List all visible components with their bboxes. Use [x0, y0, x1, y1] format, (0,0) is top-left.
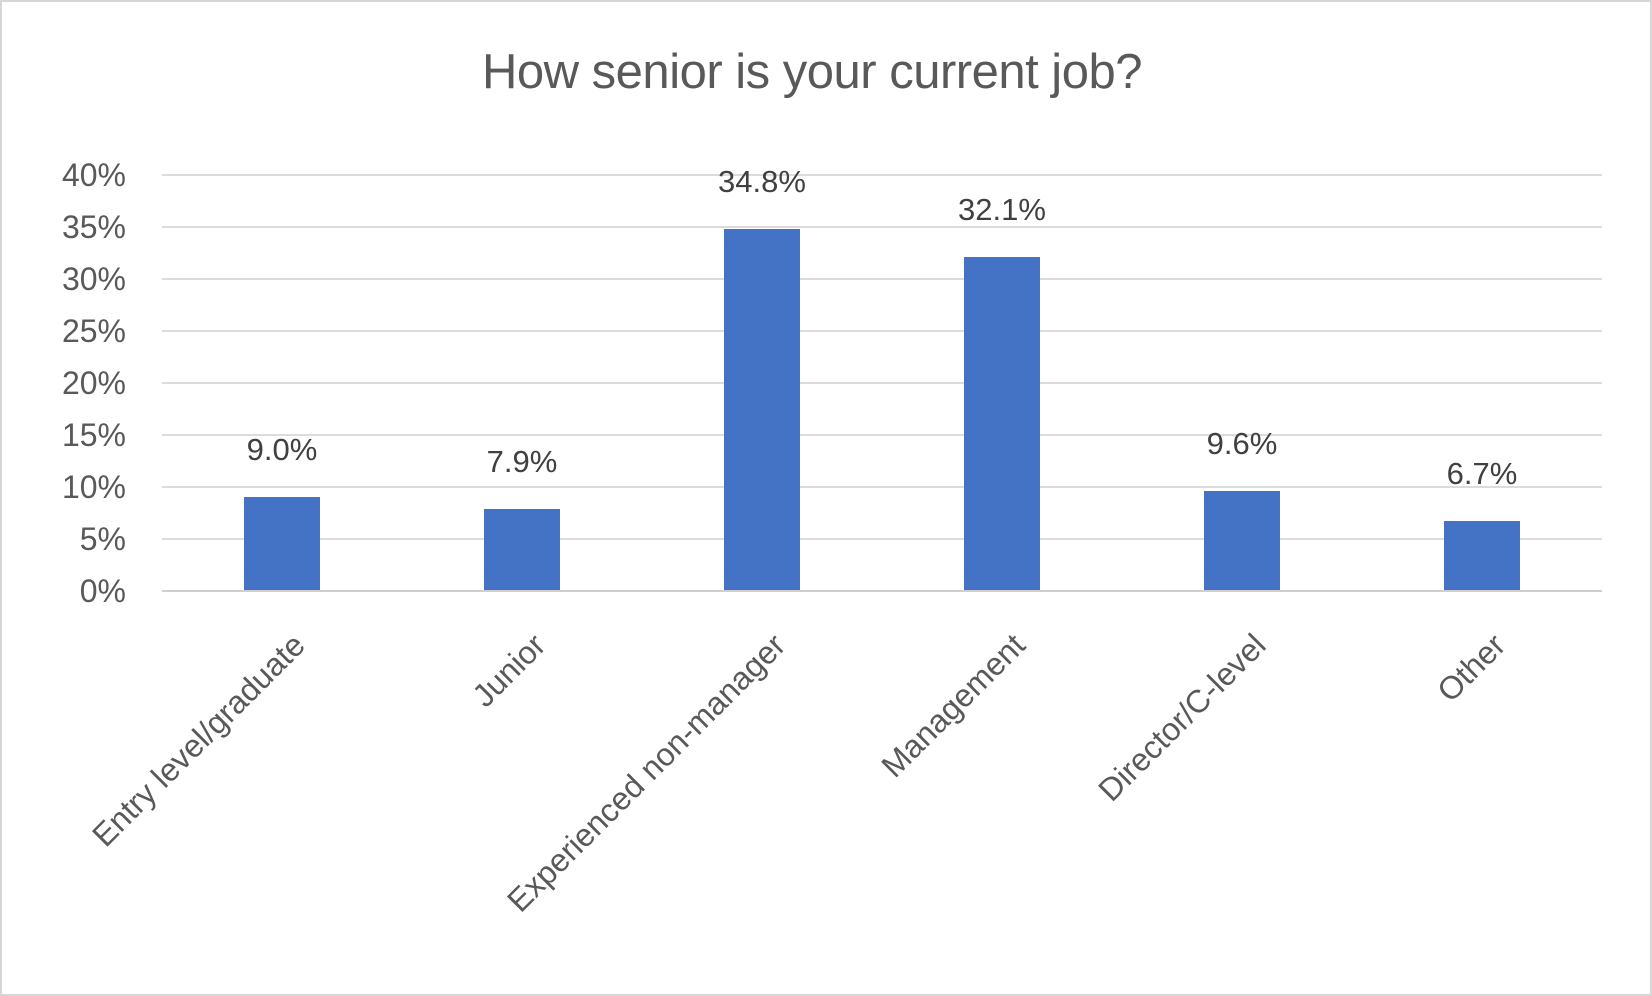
x-axis-label-management: Management [874, 626, 1033, 785]
gridline [162, 538, 1602, 540]
bar-junior [484, 508, 560, 590]
data-label-junior: 7.9% [486, 443, 558, 479]
y-axis-tick-label: 5% [79, 521, 126, 557]
bar-entry-level-graduate [244, 497, 320, 590]
x-axis-label-entry-level-graduate: Entry level/graduate [85, 626, 313, 854]
gridline [162, 486, 1602, 488]
bar-experienced-non-manager [724, 229, 800, 590]
x-axis-line [162, 590, 1602, 592]
bar-director-c-level [1204, 491, 1280, 590]
gridline [162, 174, 1602, 176]
y-axis-tick-label: 35% [61, 209, 126, 245]
y-axis-tick-label: 10% [61, 469, 126, 505]
x-axis-label-junior: Junior [465, 626, 553, 714]
data-label-other: 6.7% [1446, 456, 1518, 492]
y-axis-tick-label: 0% [79, 573, 126, 609]
bar-management [964, 257, 1040, 590]
gridline [162, 382, 1602, 384]
gridline [162, 434, 1602, 436]
y-axis-tick-label: 40% [61, 157, 126, 193]
y-axis-tick-label: 25% [61, 313, 126, 349]
gridline [162, 278, 1602, 280]
data-label-director-c-level: 9.6% [1206, 426, 1278, 462]
data-label-management: 32.1% [958, 192, 1046, 228]
x-axis-label-experienced-non-manager: Experienced non-manager [500, 626, 793, 919]
data-label-experienced-non-manager: 34.8% [718, 164, 806, 200]
x-axis-label-director-c-level: Director/C-level [1090, 626, 1273, 809]
bar-other [1444, 521, 1520, 590]
y-axis-tick-label: 15% [61, 417, 126, 453]
x-axis-label-other: Other [1430, 626, 1513, 709]
chart-title: How senior is your current job? [482, 45, 1142, 99]
data-label-entry-level-graduate: 9.0% [246, 432, 318, 468]
gridline [162, 330, 1602, 332]
gridline [162, 226, 1602, 228]
y-axis-tick-label: 20% [61, 365, 126, 401]
y-axis-tick-label: 30% [61, 261, 126, 297]
